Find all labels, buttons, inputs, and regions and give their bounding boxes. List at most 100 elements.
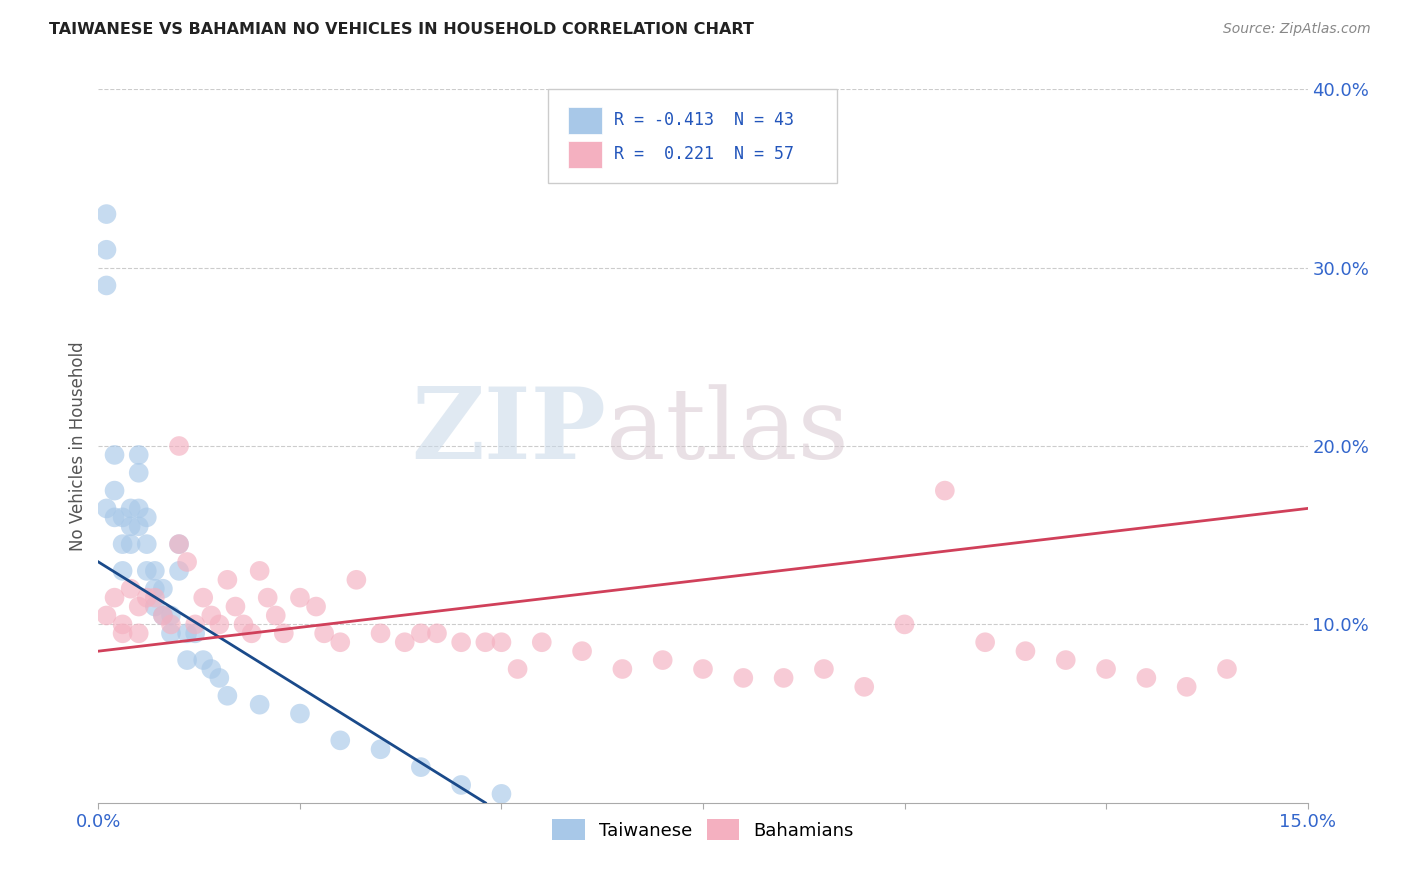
- Point: [217, 689, 239, 703]
- Point: [329, 733, 352, 747]
- Text: Source: ZipAtlas.com: Source: ZipAtlas.com: [1223, 22, 1371, 37]
- Point: [314, 626, 336, 640]
- Point: [1175, 680, 1198, 694]
- Point: [143, 582, 166, 596]
- Point: [152, 608, 174, 623]
- Point: [813, 662, 835, 676]
- Point: [394, 635, 416, 649]
- Point: [409, 626, 432, 640]
- Point: [143, 591, 166, 605]
- Point: [120, 519, 142, 533]
- Point: [370, 626, 392, 640]
- Point: [409, 760, 432, 774]
- Point: [128, 626, 150, 640]
- Point: [491, 635, 513, 649]
- Point: [853, 680, 876, 694]
- Y-axis label: No Vehicles in Household: No Vehicles in Household: [69, 341, 87, 551]
- Point: [96, 243, 118, 257]
- Point: [200, 608, 222, 623]
- Point: [1014, 644, 1036, 658]
- Point: [426, 626, 449, 640]
- Point: [273, 626, 295, 640]
- Text: atlas: atlas: [606, 384, 849, 480]
- Point: [128, 448, 150, 462]
- Point: [96, 501, 118, 516]
- Point: [135, 510, 157, 524]
- Point: [135, 564, 157, 578]
- Point: [176, 626, 198, 640]
- Point: [128, 519, 150, 533]
- Point: [111, 510, 134, 524]
- Point: [217, 573, 239, 587]
- Point: [111, 626, 134, 640]
- Point: [152, 582, 174, 596]
- Point: [256, 591, 278, 605]
- Point: [249, 698, 271, 712]
- Point: [288, 591, 311, 605]
- Point: [530, 635, 553, 649]
- Text: R =  0.221  N = 57: R = 0.221 N = 57: [614, 145, 794, 163]
- Point: [135, 537, 157, 551]
- Point: [103, 591, 125, 605]
- Text: TAIWANESE VS BAHAMIAN NO VEHICLES IN HOUSEHOLD CORRELATION CHART: TAIWANESE VS BAHAMIAN NO VEHICLES IN HOU…: [49, 22, 754, 37]
- Point: [370, 742, 392, 756]
- Point: [651, 653, 673, 667]
- Point: [128, 466, 150, 480]
- Point: [893, 617, 915, 632]
- Point: [160, 617, 183, 632]
- Point: [120, 537, 142, 551]
- Point: [224, 599, 246, 614]
- Point: [733, 671, 755, 685]
- Point: [96, 608, 118, 623]
- Point: [167, 439, 190, 453]
- Text: R = -0.413  N = 43: R = -0.413 N = 43: [614, 112, 794, 129]
- Point: [160, 626, 183, 640]
- Point: [184, 626, 207, 640]
- Point: [120, 582, 142, 596]
- Legend: Taiwanese, Bahamians: Taiwanese, Bahamians: [544, 812, 862, 847]
- Point: [288, 706, 311, 721]
- Point: [1054, 653, 1077, 667]
- Point: [506, 662, 529, 676]
- Point: [103, 510, 125, 524]
- Point: [184, 617, 207, 632]
- Point: [974, 635, 997, 649]
- Point: [305, 599, 328, 614]
- Point: [200, 662, 222, 676]
- Point: [692, 662, 714, 676]
- Point: [193, 653, 215, 667]
- Point: [208, 671, 231, 685]
- Point: [1135, 671, 1157, 685]
- Point: [450, 635, 472, 649]
- Point: [96, 207, 118, 221]
- Point: [135, 591, 157, 605]
- Point: [96, 278, 118, 293]
- Point: [1095, 662, 1118, 676]
- Point: [111, 564, 134, 578]
- Point: [772, 671, 794, 685]
- Point: [249, 564, 271, 578]
- Point: [344, 573, 367, 587]
- Point: [128, 501, 150, 516]
- Point: [120, 501, 142, 516]
- Point: [934, 483, 956, 498]
- Point: [1216, 662, 1239, 676]
- Point: [167, 564, 190, 578]
- Point: [160, 608, 183, 623]
- Point: [167, 537, 190, 551]
- Point: [208, 617, 231, 632]
- Point: [329, 635, 352, 649]
- Point: [450, 778, 472, 792]
- Point: [143, 564, 166, 578]
- Point: [240, 626, 263, 640]
- Point: [193, 591, 215, 605]
- Text: ZIP: ZIP: [412, 384, 606, 480]
- Point: [128, 599, 150, 614]
- Point: [103, 448, 125, 462]
- Point: [474, 635, 496, 649]
- Point: [176, 653, 198, 667]
- Point: [176, 555, 198, 569]
- Point: [111, 537, 134, 551]
- Point: [167, 537, 190, 551]
- Point: [264, 608, 287, 623]
